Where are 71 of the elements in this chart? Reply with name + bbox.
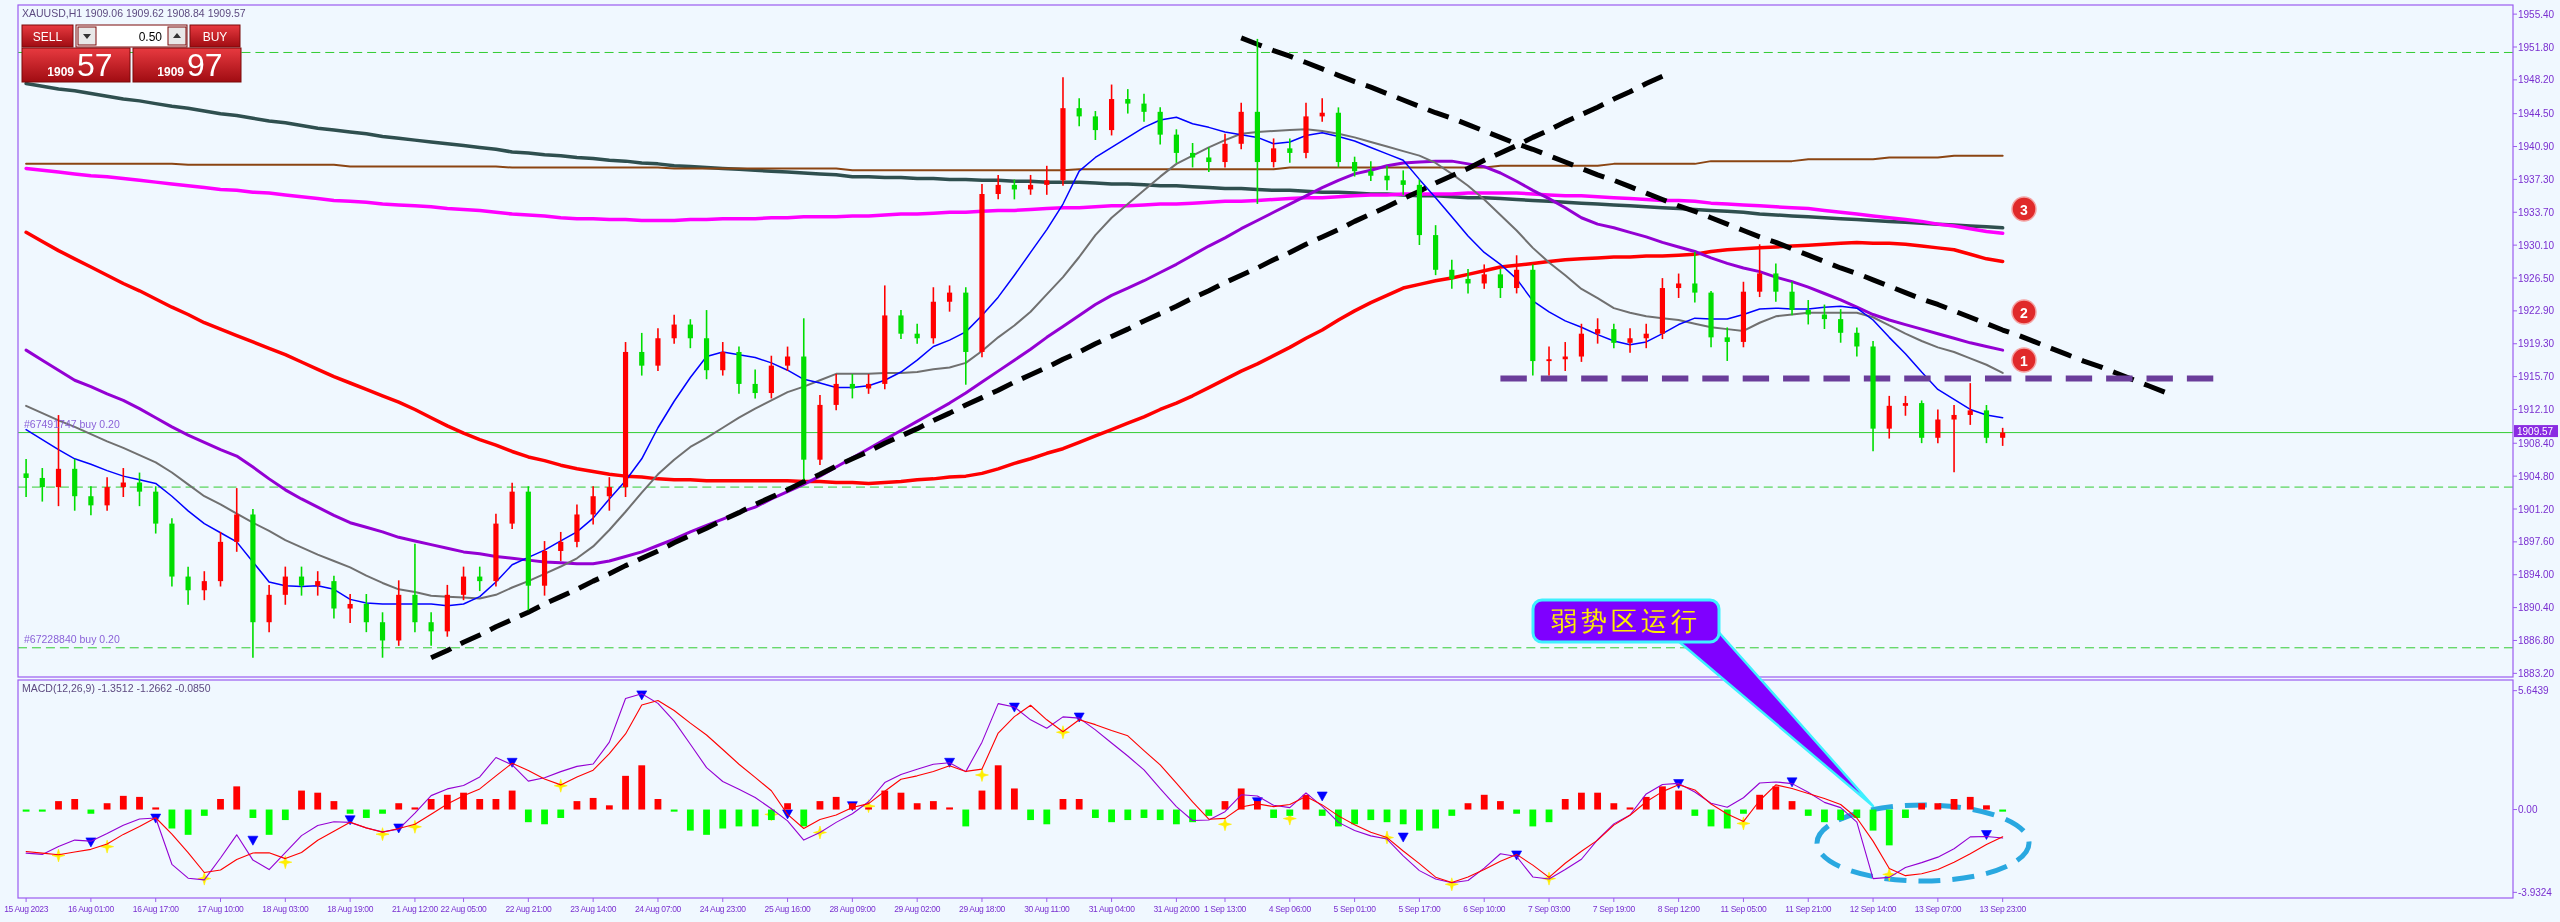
y-tick-label: 1901.20 — [2518, 503, 2555, 515]
x-tick-label: 7 Sep 03:00 — [1528, 904, 1571, 914]
y-tick-label: 1937.30 — [2518, 173, 2555, 185]
x-tick-label: 28 Aug 09:00 — [829, 904, 876, 914]
x-tick-label: 30 Aug 11:00 — [1024, 904, 1071, 914]
x-tick-label: 18 Aug 03:00 — [262, 904, 309, 914]
y-tick-label: 1886.80 — [2518, 634, 2555, 646]
x-tick-label: 25 Aug 16:00 — [764, 904, 812, 914]
y-tick-label: 1922.90 — [2518, 305, 2555, 317]
y-tick-label: 1897.60 — [2518, 536, 2555, 548]
x-tick-label: 23 Aug 14:00 — [570, 904, 617, 914]
y-tick-label: 0.00 — [2518, 804, 2538, 816]
x-tick-label: 1 Sep 13:00 — [1204, 904, 1247, 914]
annotation: 1909 — [47, 64, 75, 79]
annotation: 97 — [187, 47, 223, 83]
y-tick-label: 1944.50 — [2518, 108, 2555, 120]
annotation: 0.50 — [138, 29, 163, 44]
y-tick-label: 1883.20 — [2518, 667, 2555, 679]
x-tick-label: 7 Sep 19:00 — [1592, 904, 1636, 914]
x-tick-label: 6 Sep 10:00 — [1463, 904, 1506, 914]
annotation: 1 — [2020, 352, 2029, 369]
chart-title: XAUUSD,H1 1909.06 1909.62 1908.84 1909.57 — [22, 7, 246, 19]
y-tick-label: 1926.50 — [2518, 272, 2555, 284]
x-tick-label: 29 Aug 02:00 — [894, 904, 941, 914]
x-tick-label: 16 Aug 01:00 — [67, 904, 115, 914]
y-tick-label: 1890.40 — [2518, 602, 2555, 614]
x-tick-label: 24 Aug 23:00 — [699, 904, 747, 914]
x-tick-label: 11 Sep 21:00 — [1785, 904, 1832, 914]
x-tick-label: 16 Aug 17:00 — [132, 904, 180, 914]
x-tick-label: 11 Sep 05:00 — [1720, 904, 1767, 914]
y-tick-label: 1904.80 — [2518, 470, 2555, 482]
annotation: 弱势区运行 — [1551, 606, 1701, 636]
annotation: 57 — [77, 47, 113, 83]
x-tick-label: 21 Aug 12:00 — [391, 904, 439, 914]
x-tick-label: 13 Sep 23:00 — [1979, 904, 2027, 914]
annotation: SELL — [32, 29, 63, 44]
x-tick-label: 17 Aug 10:00 — [197, 904, 245, 914]
y-tick-label: 1919.30 — [2518, 338, 2555, 350]
annotation: 3 — [2020, 201, 2029, 218]
x-tick-label: 22 Aug 21:00 — [505, 904, 552, 914]
x-tick-label: 24 Aug 07:00 — [635, 904, 682, 914]
x-tick-label: 31 Aug 04:00 — [1088, 904, 1136, 914]
annotation: 1909 — [157, 64, 185, 79]
y-tick-label: 5.6439 — [2518, 685, 2550, 697]
chart-title: MACD(12,26,9) -1.3512 -1.2662 -0.0850 — [22, 682, 211, 694]
y-tick-label: -3.9324 — [2518, 886, 2553, 898]
x-tick-label: 5 Sep 17:00 — [1398, 904, 1442, 914]
y-tick-label: 1951.80 — [2518, 41, 2555, 53]
x-tick-label: 12 Sep 14:00 — [1849, 904, 1897, 914]
x-tick-label: 5 Sep 01:00 — [1333, 904, 1377, 914]
x-tick-label: 29 Aug 18:00 — [959, 904, 1006, 914]
y-tick-label: 1955.40 — [2518, 8, 2555, 20]
y-tick-label: 1912.10 — [2518, 403, 2555, 415]
x-tick-label: 4 Sep 06:00 — [1268, 904, 1312, 914]
annotation: BUY — [202, 29, 228, 44]
y-tick-label: 1940.90 — [2518, 141, 2555, 153]
y-tick-label: 1915.70 — [2518, 371, 2555, 383]
annotation: #67228840 buy 0.20 — [24, 632, 120, 645]
y-tick-label: 1894.00 — [2518, 569, 2555, 581]
y-tick-label: 1933.70 — [2518, 206, 2555, 218]
ref-line-label: 1909.57 — [2517, 426, 2554, 438]
x-tick-label: 18 Aug 19:00 — [327, 904, 374, 914]
x-tick-label: 13 Sep 07:00 — [1914, 904, 1962, 914]
y-tick-label: 1930.10 — [2518, 239, 2555, 251]
annotation: 2 — [2020, 304, 2029, 321]
y-tick-label: 1948.20 — [2518, 74, 2555, 86]
x-tick-label: 31 Aug 20:00 — [1153, 904, 1200, 914]
y-tick-label: 1908.40 — [2518, 437, 2555, 449]
x-tick-label: 15 Aug 2023 — [4, 904, 49, 914]
x-tick-label: 22 Aug 05:00 — [440, 904, 488, 914]
x-tick-label: 8 Sep 12:00 — [1657, 904, 1701, 914]
